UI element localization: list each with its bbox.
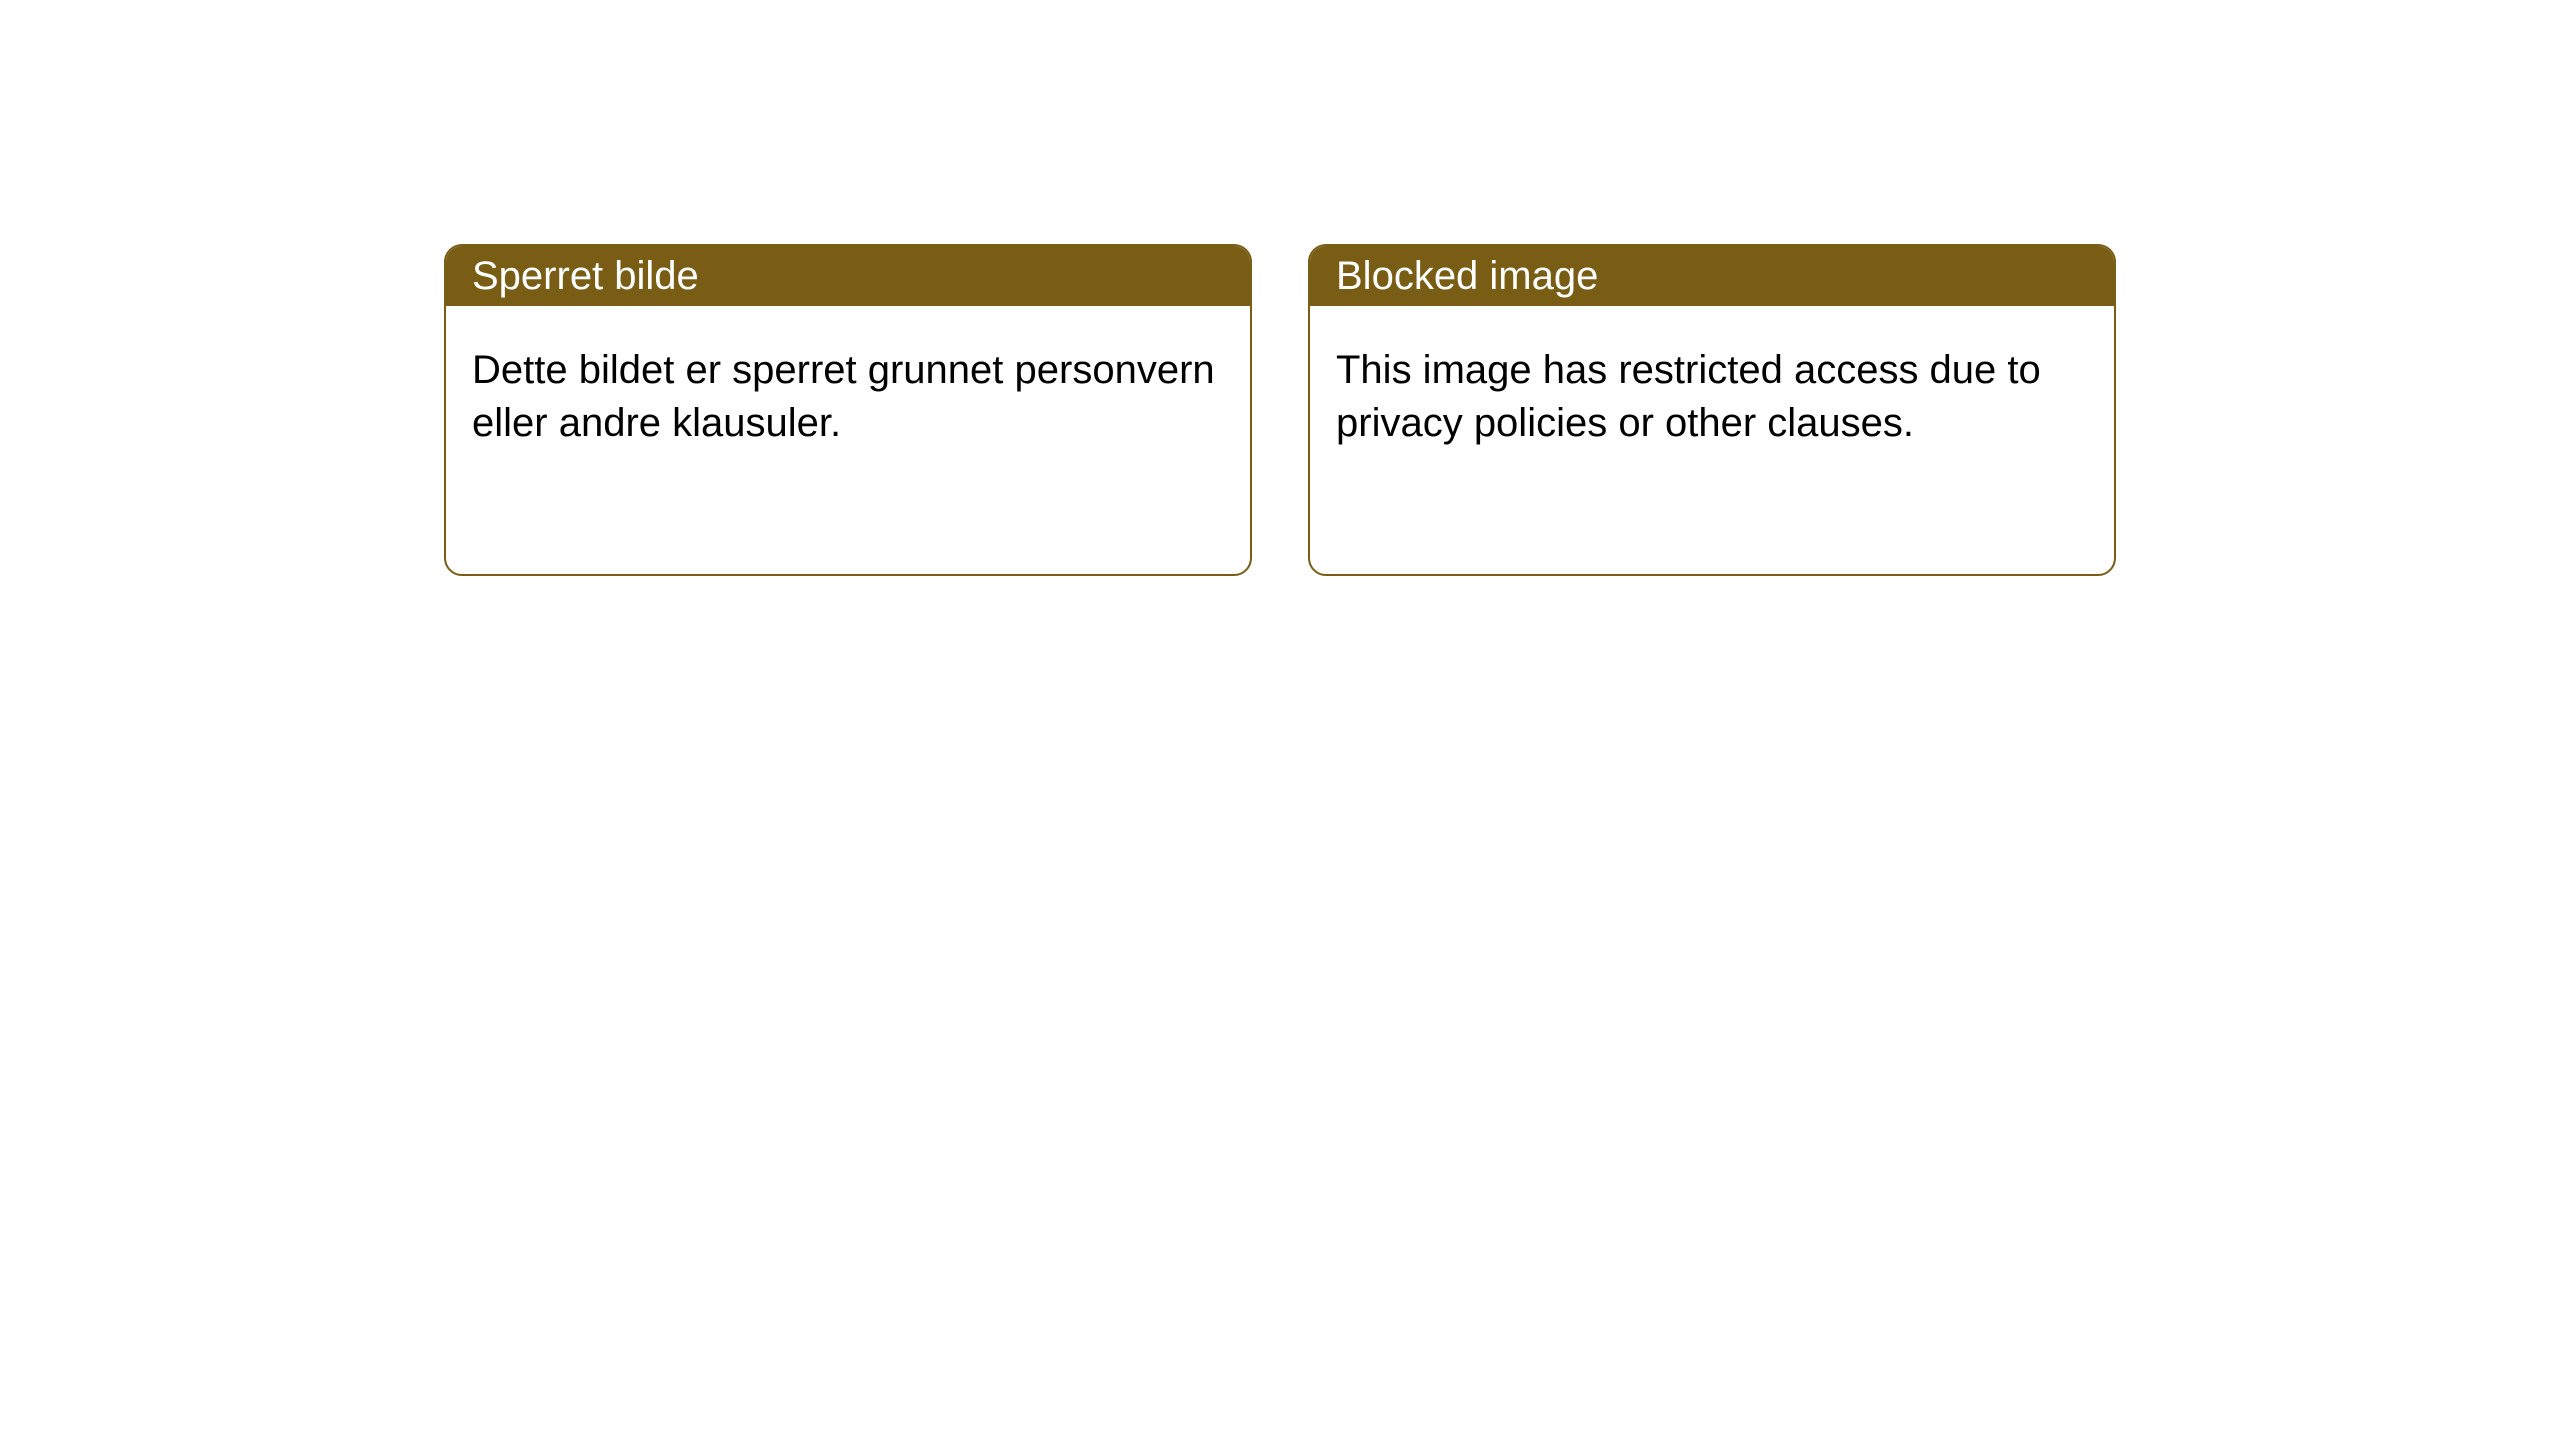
card-title: Sperret bilde	[472, 254, 699, 299]
notice-card-english: Blocked image This image has restricted …	[1308, 244, 2116, 576]
card-header: Blocked image	[1310, 246, 2114, 306]
notice-cards-container: Sperret bilde Dette bildet er sperret gr…	[444, 244, 2116, 1440]
card-message: Dette bildet er sperret grunnet personve…	[472, 348, 1215, 445]
notice-card-norwegian: Sperret bilde Dette bildet er sperret gr…	[444, 244, 1252, 576]
card-body: This image has restricted access due to …	[1310, 306, 2114, 488]
card-body: Dette bildet er sperret grunnet personve…	[446, 306, 1250, 488]
card-message: This image has restricted access due to …	[1336, 348, 2041, 445]
card-title: Blocked image	[1336, 254, 1598, 299]
card-header: Sperret bilde	[446, 246, 1250, 306]
